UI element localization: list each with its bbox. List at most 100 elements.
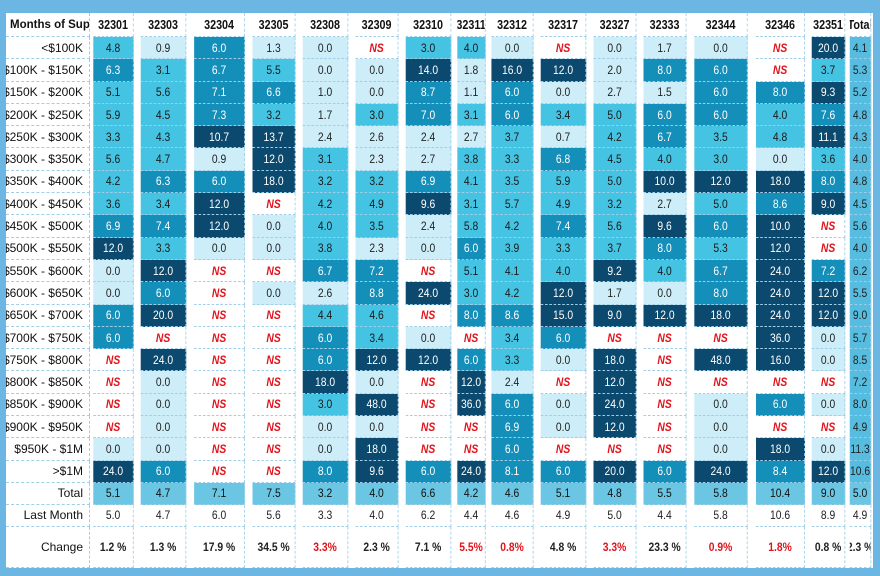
ns-cell: NS — [755, 37, 806, 60]
ns-cell: NS — [457, 438, 486, 461]
change-cell: 1.2 % — [93, 526, 134, 568]
value-cell: 5.0 — [694, 193, 748, 216]
value-cell: 5.7 — [849, 326, 872, 350]
value-cell: 2.6 — [302, 282, 349, 305]
value-cell: 18.0 — [755, 438, 806, 461]
value-cell: 6.0 — [643, 103, 687, 127]
summary-cell: 7.5 — [252, 482, 296, 505]
ns-cell: NS — [694, 326, 748, 350]
ns-cell: NS — [540, 37, 587, 60]
value-cell: 0.0 — [140, 371, 187, 394]
value-cell: 6.7 — [643, 126, 687, 149]
ns-cell: NS — [540, 438, 587, 461]
ns-cell: NS — [194, 438, 245, 461]
value-cell: 8.0 — [457, 304, 486, 327]
summary-cell: 4.7 — [140, 504, 187, 527]
value-cell: 0.0 — [93, 282, 134, 305]
value-cell: 4.5 — [593, 148, 637, 171]
ns-cell: NS — [252, 349, 296, 372]
value-cell: 2.7 — [593, 81, 637, 104]
value-cell: 6.0 — [694, 81, 748, 104]
summary-cell: 4.2 — [457, 482, 486, 505]
value-cell: 7.1 — [194, 81, 245, 104]
value-cell: 0.0 — [694, 438, 748, 461]
value-cell: 3.2 — [593, 193, 637, 216]
value-cell: 6.3 — [93, 59, 134, 82]
ns-cell: NS — [93, 416, 134, 439]
value-cell: 6.0 — [93, 326, 134, 350]
value-cell: 12.0 — [194, 215, 245, 238]
ns-cell: NS — [252, 438, 296, 461]
value-cell: 12.0 — [457, 371, 486, 394]
value-cell: 3.1 — [302, 148, 349, 171]
value-cell: 6.0 — [491, 103, 534, 127]
value-cell: 3.8 — [302, 237, 349, 260]
value-cell: 12.0 — [140, 259, 187, 283]
ns-cell: NS — [643, 326, 687, 350]
change-cell: 2.3 % — [355, 526, 399, 568]
change-cell: 1.8% — [755, 526, 806, 568]
value-cell: 12.0 — [694, 170, 748, 194]
value-cell: 3.4 — [540, 103, 587, 127]
summary-cell: 4.4 — [643, 504, 687, 527]
summary-cell: 3.2 — [302, 482, 349, 505]
value-cell: 12.0 — [194, 193, 245, 216]
value-cell: 0.0 — [540, 349, 587, 372]
value-cell: 2.6 — [355, 126, 399, 149]
value-cell: 2.3 — [355, 148, 399, 171]
value-cell: 4.2 — [93, 170, 134, 194]
value-cell: 5.8 — [457, 215, 486, 238]
ns-cell: NS — [194, 460, 245, 483]
value-cell: 4.1 — [849, 37, 872, 60]
ns-cell: NS — [194, 349, 245, 372]
value-cell: 16.0 — [755, 349, 806, 372]
value-cell: 8.0 — [694, 282, 748, 305]
value-cell: 0.0 — [355, 416, 399, 439]
value-cell: 0.0 — [194, 237, 245, 260]
value-cell: 3.0 — [355, 103, 399, 127]
summary-cell: 9.0 — [811, 482, 846, 505]
column-header: 32311 — [457, 13, 486, 37]
value-cell: 4.6 — [355, 304, 399, 327]
ns-cell: NS — [194, 416, 245, 439]
value-cell: 3.8 — [457, 148, 486, 171]
value-cell: 8.0 — [643, 237, 687, 260]
row-label: <$100K — [6, 37, 90, 60]
ns-cell: NS — [643, 349, 687, 372]
value-cell: 0.0 — [811, 326, 846, 350]
ns-cell: NS — [405, 438, 452, 461]
column-header: 32333 — [643, 13, 687, 37]
value-cell: 6.0 — [694, 103, 748, 127]
value-cell: 1.0 — [302, 81, 349, 104]
value-cell: 24.0 — [140, 349, 187, 372]
ns-cell: NS — [252, 326, 296, 350]
change-cell: 7.1 % — [405, 526, 452, 568]
value-cell: 0.0 — [694, 416, 748, 439]
value-cell: 6.0 — [457, 349, 486, 372]
ns-cell: NS — [405, 416, 452, 439]
value-cell: 4.9 — [849, 416, 872, 439]
value-cell: 0.0 — [491, 37, 534, 60]
value-cell: 1.7 — [593, 282, 637, 305]
value-cell: 3.9 — [491, 237, 534, 260]
value-cell: 9.2 — [593, 259, 637, 283]
value-cell: 0.0 — [643, 282, 687, 305]
value-cell: 12.0 — [540, 59, 587, 82]
value-cell: 12.0 — [540, 282, 587, 305]
value-cell: 3.3 — [540, 237, 587, 260]
summary-cell: 10.6 — [755, 504, 806, 527]
value-cell: 6.0 — [140, 282, 187, 305]
summary-cell: 4.0 — [355, 504, 399, 527]
value-cell: 36.0 — [457, 393, 486, 417]
value-cell: 4.8 — [849, 170, 872, 194]
ns-cell: NS — [811, 215, 846, 238]
ns-cell: NS — [252, 460, 296, 483]
value-cell: 4.3 — [849, 126, 872, 149]
value-cell: 4.8 — [755, 126, 806, 149]
row-label: $800K - $850K — [6, 371, 90, 394]
value-cell: 7.4 — [140, 215, 187, 238]
summary-cell: 5.8 — [694, 504, 748, 527]
row-label: $700K - $750K — [6, 326, 90, 350]
value-cell: 20.0 — [811, 37, 846, 60]
value-cell: 12.0 — [355, 349, 399, 372]
